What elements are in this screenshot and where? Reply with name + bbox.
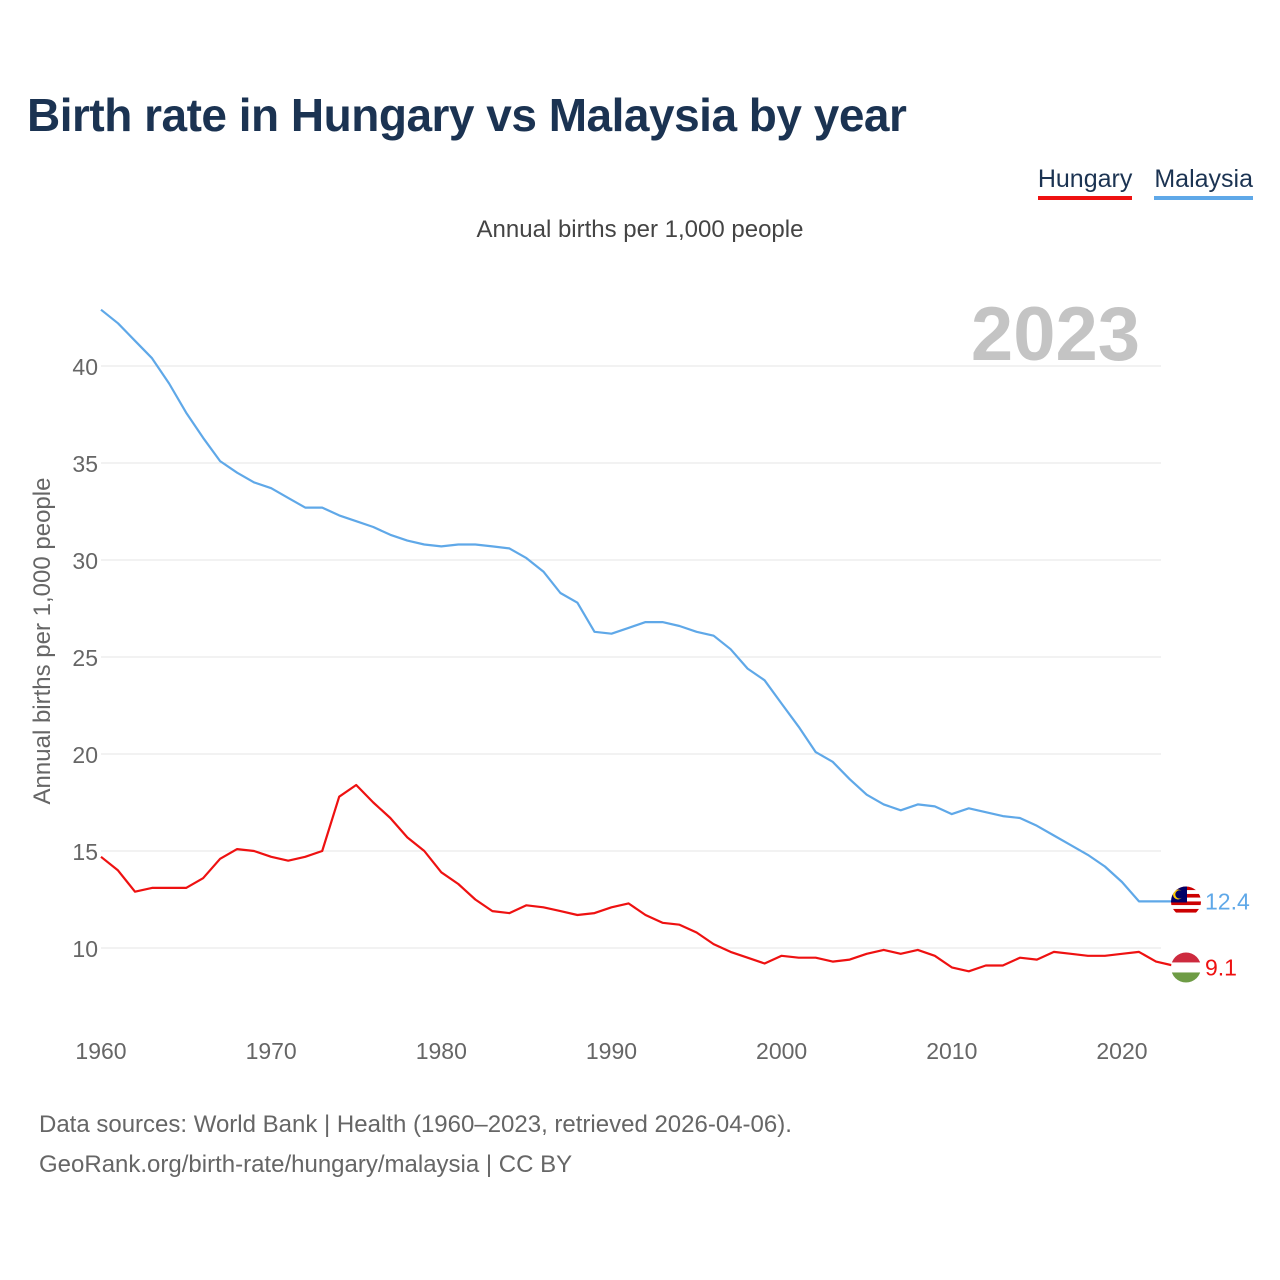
legend-item-hungary[interactable]: Hungary	[1037, 165, 1133, 200]
footer: Data sources: World Bank | Health (1960–…	[39, 1105, 792, 1185]
x-tick-label: 2010	[926, 1038, 977, 1064]
flag-malaysia-icon	[1171, 886, 1201, 917]
x-tick-label: 1990	[586, 1038, 637, 1064]
x-tick-label: 1970	[246, 1038, 297, 1064]
data-source-text: Data sources: World Bank | Health (1960–…	[39, 1111, 792, 1138]
year-watermark: 2023	[971, 292, 1140, 377]
y-tick-label: 25	[72, 645, 98, 671]
chart-title: Birth rate in Hungary vs Malaysia by yea…	[27, 89, 907, 141]
y-axis-label: Annual births per 1,000 people	[29, 478, 56, 805]
x-tick-label: 1980	[416, 1038, 467, 1064]
series-line-malaysia[interactable]	[100, 308, 1175, 903]
x-tick-label: 2000	[756, 1038, 807, 1064]
chart-subtitle: Annual births per 1,000 people	[476, 216, 804, 243]
line-chart: Annual births per 1,000 people 2023 10 15…	[29, 292, 1250, 1064]
y-tick-label: 40	[72, 354, 98, 380]
y-tick-label: 20	[72, 742, 98, 768]
source-url-text[interactable]: GeoRank.org/birth-rate/hungary/malaysia …	[39, 1151, 573, 1178]
y-tick-label: 35	[72, 451, 98, 477]
y-tick-label: 30	[72, 548, 98, 574]
x-tick-label: 1960	[75, 1038, 126, 1064]
legend: Hungary Malaysia	[1037, 165, 1253, 200]
y-tick-label: 15	[72, 839, 98, 865]
legend-item-malaysia[interactable]: Malaysia	[1154, 165, 1253, 200]
flag-hungary-icon	[1171, 952, 1201, 983]
y-tick-label: 10	[72, 936, 98, 962]
end-value-label-hungary: 9.1	[1205, 954, 1237, 980]
series-line-hungary[interactable]	[100, 783, 1175, 973]
x-tick-label: 2020	[1096, 1038, 1147, 1064]
end-value-label-malaysia: 12.4	[1205, 888, 1250, 914]
